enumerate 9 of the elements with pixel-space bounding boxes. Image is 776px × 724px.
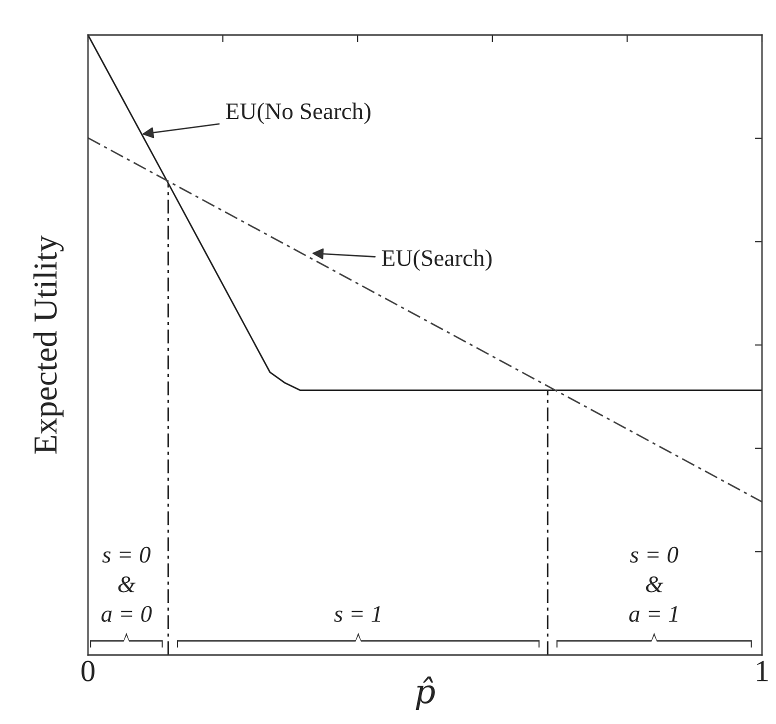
y-axis-title: Expected Utility	[33, 235, 64, 454]
x-axis-title: p̂	[416, 676, 435, 710]
annotation: s = 0 & a = 1	[629, 546, 678, 622]
annotation: EU(No Search)	[226, 102, 370, 124]
annotation: EU(Search)	[382, 249, 492, 271]
annotation: s = 0 & a = 0	[101, 546, 152, 622]
x-tick-label: 0	[82, 660, 94, 682]
x-tick-label: 1	[757, 660, 768, 682]
annotation: s = 1	[334, 606, 380, 622]
